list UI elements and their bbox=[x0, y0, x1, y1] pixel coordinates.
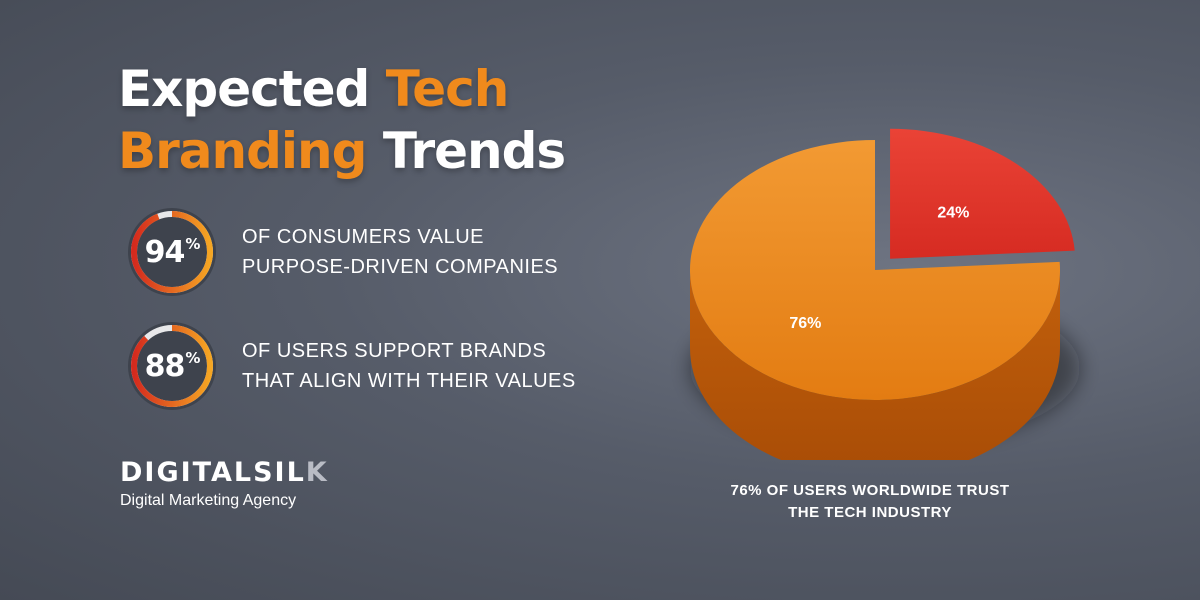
pie-chart-graphic: 24% 76% bbox=[690, 128, 1080, 478]
progress-ring-graphic bbox=[128, 322, 216, 410]
pie-chart: 24% 76% bbox=[660, 100, 1100, 478]
stat-users: 88% OF USERS SUPPORT BRANDS THAT ALIGN W… bbox=[126, 320, 576, 412]
page-title: Expected Tech Branding Trends bbox=[118, 58, 566, 182]
title-word-tech: Tech bbox=[385, 60, 510, 118]
progress-ring: 94% bbox=[126, 206, 218, 298]
progress-ring-graphic bbox=[128, 208, 216, 296]
progress-ring: 88% bbox=[126, 320, 218, 412]
stat-line-2: PURPOSE-DRIVEN COMPANIES bbox=[242, 256, 559, 278]
pie-slice-24-top bbox=[890, 128, 1075, 259]
stat-consumers: 94% OF CONSUMERS VALUE PURPOSE-DRIVEN CO… bbox=[126, 206, 558, 298]
pie-label-76: 76% bbox=[789, 315, 821, 332]
title-word-trends: Trends bbox=[382, 122, 566, 180]
ring-progress bbox=[131, 325, 213, 407]
stat-line-1: OF USERS SUPPORT BRANDS bbox=[242, 340, 547, 362]
caption-line-1: 76% OF USERS WORLDWIDE TRUST bbox=[730, 482, 1010, 499]
stat-line-2: THAT ALIGN WITH THEIR VALUES bbox=[242, 370, 576, 392]
brand-tagline: Digital Marketing Agency bbox=[120, 492, 297, 509]
stat-value: 88% bbox=[126, 320, 218, 412]
ring-progress bbox=[131, 211, 213, 293]
caption-line-2: THE TECH INDUSTRY bbox=[788, 504, 952, 521]
stat-number: 88 bbox=[144, 348, 186, 384]
ring-backdrop bbox=[128, 322, 216, 410]
stat-value: 94% bbox=[126, 206, 218, 298]
stat-unit: % bbox=[185, 349, 200, 367]
stat-description: OF CONSUMERS VALUE PURPOSE-DRIVEN COMPAN… bbox=[242, 222, 558, 282]
chart-caption: 76% OF USERS WORLDWIDE TRUST THE TECH IN… bbox=[690, 480, 1050, 524]
title-word-branding: Branding bbox=[118, 122, 367, 180]
brand-logo: DIGITALSILK Digital Marketing Agency bbox=[120, 456, 329, 510]
title-line-2: Branding Trends bbox=[118, 120, 566, 182]
ring-backdrop bbox=[128, 208, 216, 296]
title-line-1: Expected Tech bbox=[118, 58, 565, 120]
stat-number: 94 bbox=[144, 234, 186, 270]
pie-slice-76-top bbox=[690, 140, 1060, 400]
stat-description: OF USERS SUPPORT BRANDS THAT ALIGN WITH … bbox=[242, 336, 576, 396]
stat-line-1: OF CONSUMERS VALUE bbox=[242, 226, 484, 248]
brand-name-main: DIGITALSIL bbox=[120, 457, 306, 488]
title-word-expected: Expected bbox=[118, 60, 370, 118]
brand-name-end: K bbox=[305, 457, 329, 488]
pie-label-24: 24% bbox=[937, 204, 969, 221]
stat-unit: % bbox=[185, 235, 200, 253]
pie-slice-76-side bbox=[690, 270, 1060, 478]
brand-wordmark: DIGITALSILK bbox=[120, 456, 329, 490]
